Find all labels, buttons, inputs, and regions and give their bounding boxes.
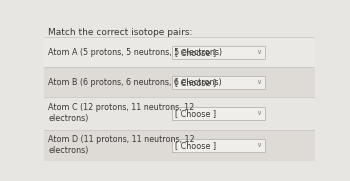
Bar — [172, 46, 265, 59]
Text: Match the correct isotope pairs:: Match the correct isotope pairs: — [48, 28, 193, 37]
Text: ∨: ∨ — [256, 49, 261, 55]
Bar — [172, 76, 265, 89]
Text: ∨: ∨ — [256, 79, 261, 85]
Text: [ Choose ]: [ Choose ] — [175, 109, 216, 118]
Bar — [44, 37, 315, 67]
Text: Atom A (5 protons, 5 neutrons, 5 electrons): Atom A (5 protons, 5 neutrons, 5 electro… — [48, 48, 223, 57]
Text: [ Choose ]: [ Choose ] — [175, 48, 216, 57]
Text: ∨: ∨ — [256, 110, 261, 116]
Text: ∨: ∨ — [256, 142, 261, 148]
Text: Atom C (12 protons, 11 neutrons, 12
electrons): Atom C (12 protons, 11 neutrons, 12 elec… — [48, 103, 195, 123]
Bar — [172, 107, 265, 120]
Text: Atom B (6 protons, 6 neutrons, 6 electrons): Atom B (6 protons, 6 neutrons, 6 electro… — [48, 78, 222, 87]
Bar — [44, 97, 315, 130]
Bar — [44, 130, 315, 161]
Text: Atom D (11 protons, 11 neutrons, 12
electrons): Atom D (11 protons, 11 neutrons, 12 elec… — [48, 135, 195, 155]
Text: [ Choose ]: [ Choose ] — [175, 141, 216, 150]
Bar — [44, 67, 315, 97]
Text: [ Choose ]: [ Choose ] — [175, 78, 216, 87]
Bar — [172, 139, 265, 152]
